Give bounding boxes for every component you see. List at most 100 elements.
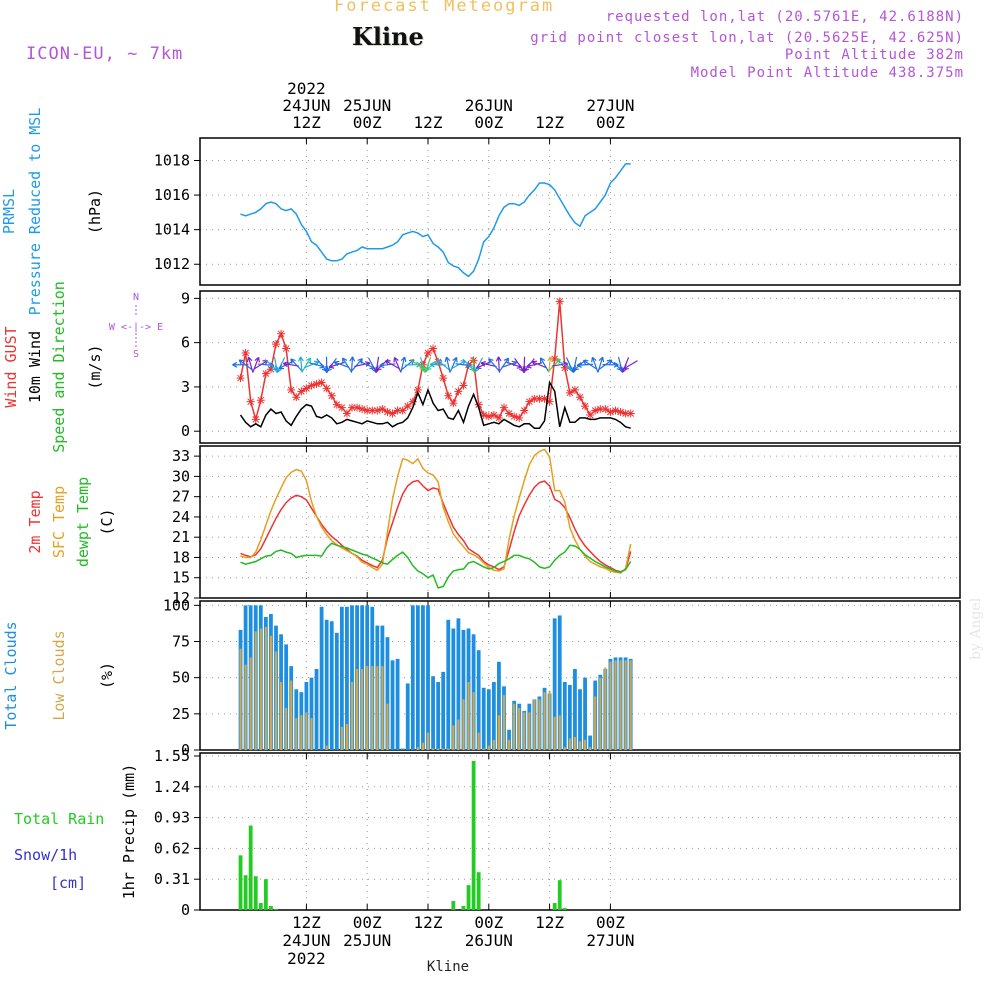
y-tick-label: 50 [172,669,190,687]
axis-label: Pressure Reduced to MSL [26,108,44,316]
bar [462,906,466,910]
compass-we: W <-|-> E [109,322,163,333]
bar [614,660,616,750]
bar [356,669,358,750]
bar [442,749,444,750]
bar [447,749,449,750]
bar [274,909,278,910]
bar [528,712,530,750]
gust-marker [485,412,493,420]
bar [553,903,557,910]
axis-label: SFC Temp [50,486,68,558]
gust-marker [500,404,508,412]
gust-marker [444,392,452,400]
bar [563,908,567,910]
bar [604,668,606,750]
bar [391,660,395,750]
bar [411,605,415,750]
bar [436,682,440,750]
axis-label: 2m Temp [26,490,44,553]
bar [305,712,307,750]
series-line [241,481,631,572]
bottom-time-label: 12Z [535,913,564,932]
axis-label: Total Rain [14,810,104,828]
bar [477,872,481,910]
gust-marker [581,402,589,410]
axis-label: Low Clouds [50,630,68,720]
y-tick-label: 18 [172,548,190,566]
gust-marker [611,407,619,415]
gust-marker [247,398,255,406]
bar [386,704,388,750]
y-tick-label: 21 [172,528,190,546]
bar [451,901,455,910]
bar [579,741,581,750]
plot-area [239,605,633,750]
bar [584,740,586,750]
bar [361,669,363,750]
bar [558,880,562,910]
bar [320,607,324,750]
bar [427,733,429,750]
bottom-time-label: 26JUN [465,931,513,950]
gust-marker [627,409,635,417]
bar [264,879,268,910]
gust-marker [252,415,260,423]
bar [488,746,490,750]
top-time-label: 00Z [353,113,382,132]
panel-temperature: 12151821242730332m Temp SFC Temp dewpt Tem… [26,446,960,607]
bar [467,885,471,910]
bar [259,903,263,910]
gust-marker [454,387,462,395]
bar [503,695,505,750]
bar [406,683,410,750]
y-tick-label: 1.55 [154,747,190,765]
bar [416,605,420,750]
panel-wind: 0 3 6 9 Wind GUST 10m Wind Speed and Direction… [2,281,960,453]
bar [473,692,475,750]
bar [285,708,287,750]
bar [310,718,312,750]
bar [341,727,343,750]
axis-unit: (%) [98,662,116,689]
bar [538,699,540,750]
gust-marker [429,345,437,353]
top-time-label: 00Z [596,113,625,132]
gust-marker [383,408,391,416]
bar [589,747,591,750]
y-tick-label: 9 [181,289,190,307]
y-tick-label: 0 [181,422,190,440]
plot-area [239,761,567,910]
bar [396,659,400,750]
bar [381,666,383,750]
gust-marker [353,404,361,412]
bottom-time-label: 25JUN [343,931,391,950]
gust-marker [449,399,457,407]
bar [376,666,378,750]
bar [523,712,525,750]
axis-label: [cm] [50,874,86,892]
bottom-time-label: 2022 [287,949,326,968]
bar [467,682,469,750]
wind-arrow [499,357,500,373]
y-tick-label: 1014 [154,221,190,239]
top-time-label: 00Z [474,113,503,132]
y-tick-label: 1018 [154,151,190,169]
bar [554,717,556,750]
bar [244,875,248,910]
bottom-time-label: 24JUN [282,931,330,950]
bar [533,699,535,750]
bar [330,621,334,750]
gust-marker [292,393,300,401]
bar [446,620,450,750]
axis-label: Snow/1h [14,846,77,864]
bar [260,628,262,750]
bar [421,605,425,750]
meteogram-chart: 202224JUN12Z25JUN00Z 12Z26JUN00Z 12Z27JUN0… [0,0,1000,1000]
gust-marker [313,380,321,388]
bar [518,708,520,750]
top-time-label: 12Z [535,113,564,132]
gust-marker [272,340,280,348]
gust-marker [237,374,245,382]
series-line [241,164,631,277]
